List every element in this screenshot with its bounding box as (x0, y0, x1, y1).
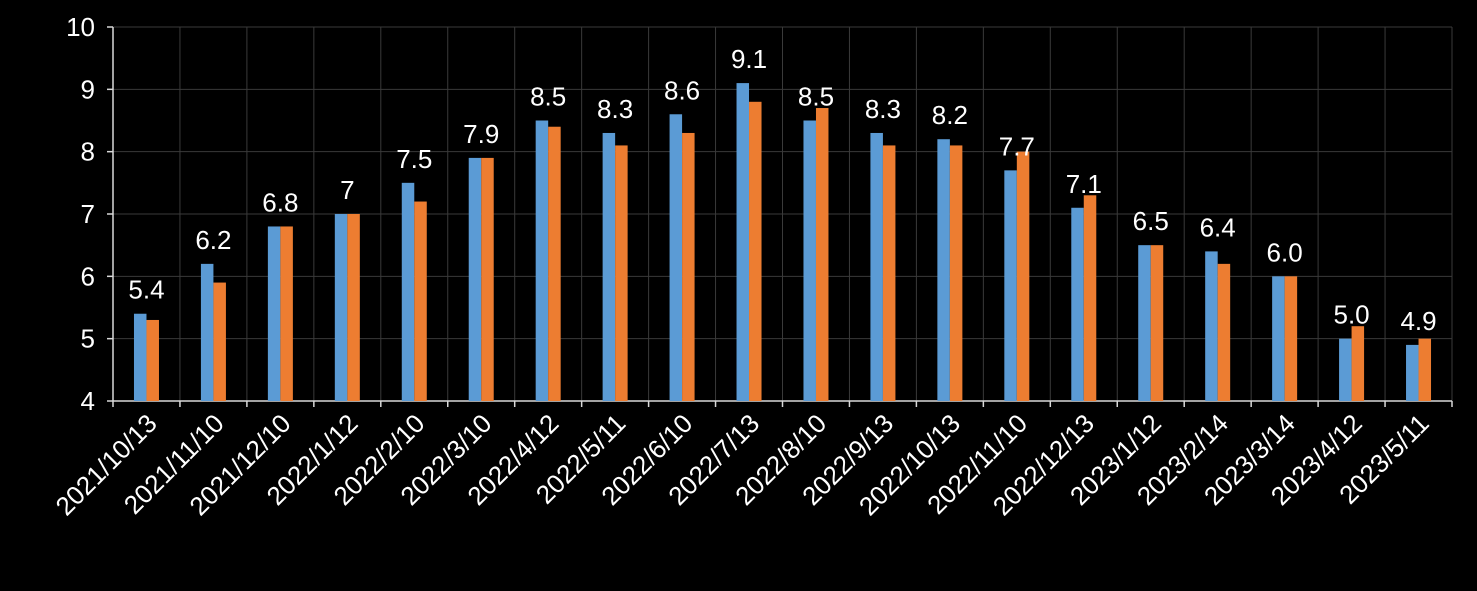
data-label: 4.9 (1400, 306, 1436, 336)
x-tick-labels: 2021/10/132021/11/102021/12/102022/1/122… (49, 408, 1434, 521)
bar-series-2 (1351, 326, 1365, 401)
bar-series-1 (803, 120, 816, 401)
data-label: 8.3 (865, 94, 901, 124)
data-label: 8.2 (932, 100, 968, 130)
bar-series-1 (937, 139, 950, 401)
bar-series-1 (1339, 338, 1352, 401)
bar-series-2 (347, 214, 360, 401)
y-tick-label: 5 (81, 324, 95, 354)
bar-series-2 (213, 282, 226, 401)
data-label: 7.7 (999, 131, 1035, 161)
y-tick-label: 9 (81, 74, 95, 104)
bar-series-1 (1406, 344, 1419, 401)
bar-series-1 (1272, 276, 1285, 401)
data-label: 6.8 (262, 187, 298, 217)
bar-series-1 (267, 226, 281, 401)
y-tick-label: 10 (66, 12, 95, 42)
bar-series-1 (870, 132, 883, 401)
bar-series-2 (882, 145, 896, 401)
bar-series-1 (334, 214, 348, 401)
data-label: 8.6 (664, 75, 700, 105)
bar-series-2 (280, 226, 293, 401)
bar-series-2 (548, 126, 561, 401)
bar-series-1 (1138, 245, 1151, 401)
label-layer: 5.4 6.2 6.8 7 7.5 7.9 8.5 8.3 8.6 9.1 8.5 8.3 8.2 7.7… (128, 44, 1436, 336)
bar-series-2 (749, 101, 762, 402)
bar-series-1 (1004, 170, 1017, 401)
y-tick-label: 6 (81, 261, 95, 291)
bar-series-2 (949, 145, 963, 401)
y-tick-label: 7 (81, 199, 95, 229)
bar-series-2 (1284, 276, 1298, 401)
bar-series-2 (615, 145, 628, 401)
bar-series-2 (1016, 151, 1030, 401)
bar-series-1 (736, 83, 750, 401)
bar-series-1 (535, 120, 549, 401)
data-label: 6.5 (1133, 206, 1169, 236)
data-label: 7.9 (463, 119, 499, 149)
data-label: 6.2 (195, 225, 231, 255)
bar-series-2 (1083, 195, 1097, 401)
bar-series-2 (481, 157, 494, 401)
bar-series-1 (468, 157, 482, 401)
bar-series-1 (200, 263, 214, 401)
bar-series-1 (602, 132, 616, 401)
data-label: 5.0 (1333, 300, 1369, 330)
bar-series-1 (669, 114, 683, 402)
data-label: 5.4 (128, 275, 164, 305)
bar-series-1 (1071, 207, 1084, 401)
data-label: 8.5 (798, 82, 834, 112)
y-tick-label: 8 (81, 137, 95, 167)
data-label: 9.1 (731, 44, 767, 74)
y-tick-label: 4 (81, 386, 95, 416)
bar-series-2 (815, 108, 829, 402)
bar-series-1 (133, 313, 147, 401)
data-label: 8.5 (530, 82, 566, 112)
bar-series-2 (1150, 245, 1164, 401)
data-label: 7.5 (396, 144, 432, 174)
bar-series-2 (1217, 263, 1231, 401)
grid-layer (112, 26, 1453, 402)
data-label: 6.0 (1267, 237, 1303, 267)
data-label: 7.1 (1066, 169, 1102, 199)
bar-series-2 (1418, 338, 1432, 401)
bar-layer (133, 83, 1432, 402)
data-label: 6.4 (1200, 212, 1236, 242)
bar-series-1 (401, 182, 415, 401)
data-label: 7 (340, 175, 354, 205)
bar-series-2 (146, 319, 159, 401)
bar-series-2 (682, 132, 695, 401)
bar-series-2 (414, 201, 427, 401)
data-label: 8.3 (597, 94, 633, 124)
bar-series-1 (1205, 251, 1218, 401)
